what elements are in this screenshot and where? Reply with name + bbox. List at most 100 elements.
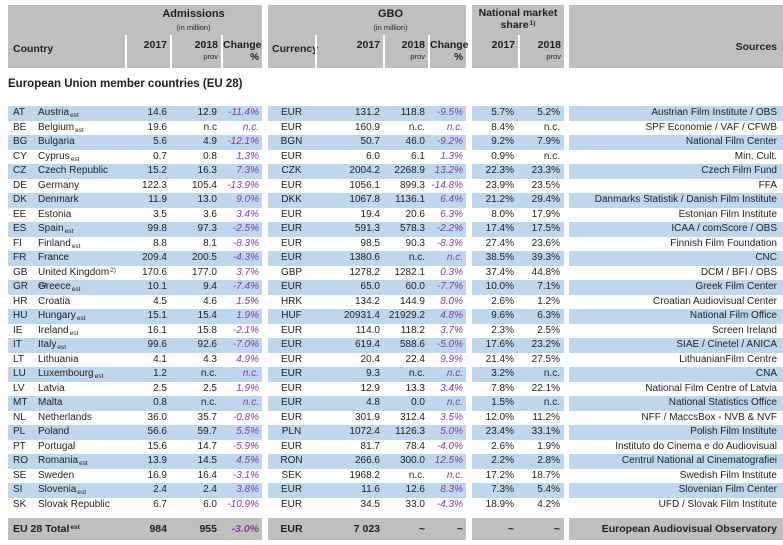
currency-value: EUR: [280, 107, 303, 118]
gbo-change-value: -4.0%: [436, 440, 463, 452]
market-share-header-line1: National market: [478, 7, 558, 19]
market-share-2017-value: 2.2%: [491, 455, 514, 466]
gbo-change-value: 6.3%: [440, 208, 463, 220]
currency-value: EUR: [280, 179, 303, 191]
gbo-group: EUR 34.5 33.0 -4.3%: [268, 497, 466, 512]
gbo-2017-value: 9.3: [366, 368, 380, 379]
country-code: IT: [13, 339, 22, 350]
source-group: Screen Ireland: [569, 323, 783, 338]
gbo-2018-value: 60.0: [405, 281, 425, 292]
source-text: Finnish Film Foundation: [670, 237, 777, 249]
source-text: Croatian Audiovisual Center: [653, 295, 777, 307]
admissions-group: LT Lithuania 4.1 4.3 4.9%: [8, 352, 262, 367]
country-name-text: Bulgaria: [38, 136, 75, 147]
source-group: Greek Film Center: [569, 280, 783, 295]
gbo-group: DKK 1067.8 1136.1 6.4%: [268, 193, 466, 208]
market-share-2017-value: 7.8%: [491, 382, 514, 394]
gbo-change-value: -9.5%: [436, 107, 463, 118]
total-admissions-group: EU 28 Totalest 984 955 -3.0%: [8, 518, 262, 540]
country-name-text: Belgium: [38, 121, 75, 133]
admissions-change-label: Change: [223, 39, 262, 51]
source-text: FFA: [758, 179, 777, 191]
market-share-group: 10.0% 7.1%: [472, 280, 564, 295]
source-text: NFF / MaccsBox - NVB & NVF: [641, 411, 777, 423]
currency-value: SEK: [281, 469, 302, 481]
market-share-2018-value: 23.2%: [531, 339, 560, 350]
gbo-change-value: -8.3%: [436, 237, 463, 249]
gbo-group: EUR 9.3 n.c. n.c.: [268, 367, 466, 382]
admissions-2017-value: 4.5: [153, 295, 167, 307]
gbo-change-value: n.c.: [446, 469, 463, 481]
footnote-marker: est: [71, 242, 81, 250]
admissions-group: GR Greeceest 10.1 9.4 -7.4%: [8, 280, 262, 295]
source-group: LithuanianFilm Centre: [569, 352, 783, 367]
market-share-group: 8.4% n.c.: [472, 120, 564, 135]
currency-value: EUR: [280, 411, 303, 423]
source-text: Slovenian Film Center: [678, 484, 777, 495]
market-share-2017-value: 2.6%: [491, 440, 514, 452]
admissions-2018-header: 2018 prov: [170, 35, 221, 68]
admissions-2018-value: 14.7: [197, 440, 217, 452]
market-share-2017-value: 8.4%: [491, 121, 514, 133]
source-text: CNA: [755, 368, 777, 379]
currency-value: EUR: [280, 339, 303, 350]
gbo-2017-value: 114.0: [355, 324, 380, 336]
total-label: EU 28 Totalest: [8, 518, 122, 540]
admissions-group: PL Poland 56.6 59.7 5.5%: [8, 425, 262, 440]
gbo-change-value: 8.3%: [440, 484, 463, 495]
currency-value: CZK: [281, 165, 302, 176]
gbo-2017-value: 1056.1: [349, 179, 380, 191]
admissions-pct-label: %: [250, 52, 259, 63]
gbo-2018-value: 899.3: [399, 179, 425, 191]
currency-value: EUR: [280, 484, 303, 495]
gbo-pct-label: %: [454, 52, 463, 63]
gbo-2017-value: 12.9: [360, 382, 380, 394]
currency-value: EUR: [280, 440, 303, 452]
gbo-2017-value: 11.6: [361, 484, 380, 495]
market-share-2018-value: 33.1%: [531, 426, 560, 437]
table-row: PT Portugal 15.6 14.7 -5.9% EUR 81.7 78.4 -4.0% 2…: [0, 439, 783, 454]
country-code: DK: [13, 194, 27, 205]
country-name: Malta: [38, 396, 122, 411]
admissions-change-value: 3.8%: [236, 484, 259, 495]
admissions-group: SK Slovak Republic 6.7 6.0 -10.9%: [8, 497, 262, 512]
country-name-text: Hungary: [38, 310, 76, 321]
country-rows-container: AT Austriaest 14.6 12.9 -11.4% EUR 131.2 118.8-…: [0, 106, 783, 512]
admissions-change-value: 1.9%: [236, 382, 259, 394]
total-gbo-change: ~: [456, 523, 463, 535]
gbo-2018-value: 578.3: [399, 223, 425, 234]
country-code: BG: [13, 136, 28, 147]
footnote-marker: est: [71, 286, 81, 293]
country-name: United Kingdom2) est: [38, 266, 122, 290]
country-code: FI: [13, 237, 22, 249]
country-name: Irelandest: [38, 324, 122, 339]
total-est-marker: est: [70, 524, 80, 531]
gbo-2017-value: 4.8: [366, 397, 380, 408]
country-name-text: Austria: [38, 107, 70, 118]
gbo-group: EUR 1380.6 n.c. n.c.: [268, 251, 466, 266]
table-row: LU Luxembourgest 1.2 n.c. n.c. EUR 9.3 n.c. n.c.…: [0, 367, 783, 382]
table-row: FI Finlandest 8.8 8.1 -8.3% EUR 98.5 90.3 -8.3% 2…: [0, 236, 783, 251]
market-share-group: 27.4% 23.6%: [472, 236, 564, 251]
total-gbo-2018: ~: [418, 523, 425, 535]
country-name: Czech Republic: [38, 164, 122, 179]
gbo-2017-value: 301.9: [354, 411, 380, 423]
gbo-2018-value: 12.6: [405, 484, 425, 495]
admissions-group: IE Irelandest 16.1 15.8 -2.1%: [8, 323, 262, 339]
table-row: BE Belgiumest 19.6 n.c n.c. EUR 160.9 n.c. n.c. 8…: [0, 120, 783, 135]
admissions-2017-header: 2017: [125, 35, 170, 68]
table-row: GB United Kingdom2) est 170.6 177.0 3.7% GBP 1…: [0, 265, 783, 290]
header-admissions-block: Admissions (in million) Country 2017 201…: [8, 5, 262, 68]
market-share-2017-value: 17.4%: [485, 223, 514, 234]
admissions-2018-value: 4.3: [203, 353, 217, 365]
table-row: GR Greeceest 10.1 9.4 -7.4% EUR 65.0 60.0 -7.7% 1…: [0, 280, 783, 295]
admissions-group: IT Italyest 99.6 92.6 -7.0%: [8, 338, 262, 353]
gbo-group: RON 266.6 300.0 12.5%: [268, 454, 466, 469]
gbo-group: HUF 20931.4 21929.2 4.8%: [268, 309, 466, 324]
source-text: Danmarks Statistik / Danish Film Institu…: [594, 194, 777, 205]
currency-value: EUR: [280, 498, 303, 510]
admissions-group: LV Latvia 2.5 2.5 1.9%: [8, 381, 262, 396]
market-share-2017-value: 3.2%: [491, 368, 514, 379]
admissions-change-value: -13.9%: [227, 179, 259, 191]
source-text: Czech Film Fund: [701, 165, 777, 176]
